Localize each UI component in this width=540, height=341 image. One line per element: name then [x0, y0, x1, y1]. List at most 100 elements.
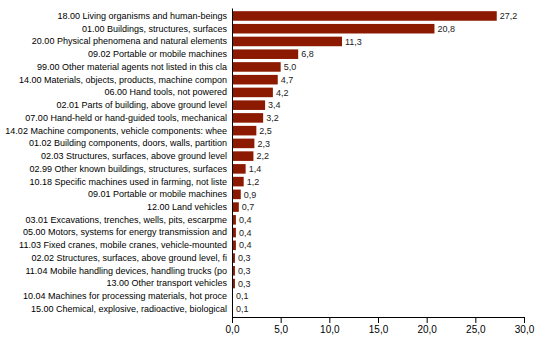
data-label: 0,1 — [236, 291, 249, 301]
y-tick-label: 01.00 Buildings, structures, surfaces — [82, 24, 228, 34]
bar — [232, 177, 244, 187]
y-tick-label: 05.00 Motors, systems for energy transmi… — [23, 227, 227, 237]
y-tick-label: 20.00 Physical phenomena and natural ele… — [32, 36, 228, 46]
x-tick-mark — [427, 317, 428, 323]
y-tick-label: 13.00 Other transport vehicles — [106, 278, 227, 288]
bar — [232, 202, 239, 212]
data-label: 0,4 — [239, 215, 252, 225]
x-tick-mark — [232, 317, 233, 323]
data-label: 2,3 — [257, 139, 270, 149]
data-label: 0,3 — [238, 253, 251, 263]
bar — [232, 126, 256, 136]
y-tick: 02.03 Structures, surfaces, above ground… — [41, 151, 232, 161]
bar — [232, 113, 263, 123]
x-tick-mark — [475, 317, 476, 323]
y-tick: 11.04 Mobile handling devices, handling … — [26, 266, 232, 276]
data-label: 3,4 — [268, 100, 281, 110]
y-axis-line — [232, 9, 233, 318]
x-axis-line — [233, 318, 525, 324]
bar — [232, 37, 342, 47]
x-tick: 10,0 — [320, 317, 340, 335]
x-axis: 0,0 5,0 10,0 15,0 20,0 25,0 30,0 — [226, 317, 535, 335]
x-tick: 25,0 — [466, 317, 486, 335]
y-tick-label: 02.02 Structures, surfaces, above ground… — [31, 253, 227, 263]
data-label: 0,4 — [239, 228, 252, 238]
data-label: 4,7 — [281, 75, 294, 85]
data-label: 0,7 — [242, 202, 255, 212]
data-label: 5,0 — [284, 62, 297, 72]
y-tick: 10.04 Machines for processing materials,… — [23, 291, 232, 301]
y-tick: 02.02 Structures, surfaces, above ground… — [31, 253, 232, 263]
x-tick-label: 5,0 — [274, 324, 288, 335]
page: {"chart_data": {"type": "bar", "orientat… — [0, 0, 540, 341]
x-tick: 0,0 — [226, 317, 240, 335]
y-tick-label: 11.03 Fixed cranes, mobile cranes, vehic… — [19, 240, 227, 250]
y-tick-label: 09.02 Portable or mobile machines — [88, 49, 228, 59]
data-label: 0,1 — [236, 304, 249, 314]
data-label: 0,3 — [238, 266, 251, 276]
chart: 0,0 5,0 10,0 15,0 20,0 25,0 30,0 18.00 Living o… — [0, 0, 540, 341]
y-tick-label: 01.02 Building components, doors, walls,… — [29, 138, 227, 148]
x-tick: 5,0 — [274, 317, 288, 335]
y-tick-label: 18.00 Living organisms and human-beings — [57, 11, 227, 21]
bar — [232, 100, 265, 110]
data-label: 3,2 — [266, 113, 279, 123]
x-tick-mark — [378, 317, 379, 323]
y-tick: 02.01 Parts of building, above ground le… — [56, 100, 232, 110]
y-tick: 09.02 Portable or mobile machines — [88, 49, 232, 59]
y-tick: 02.99 Other known buildings, structures,… — [29, 164, 232, 174]
bar — [232, 75, 278, 85]
data-labels: 27,220,811,36,85,04,74,23,43,22,52,32,21… — [236, 11, 517, 314]
y-tick: 12.00 Land vehicles — [147, 202, 232, 212]
x-tick-label: 25,0 — [466, 324, 486, 335]
y-tick-label: 07.00 Hand-held or hand-guided tools, me… — [25, 113, 227, 123]
x-tick-label: 10,0 — [320, 324, 340, 335]
bar — [232, 139, 254, 149]
y-tick: 07.00 Hand-held or hand-guided tools, me… — [25, 113, 232, 123]
y-tick-label: 09.01 Portable or mobile machines — [88, 189, 228, 199]
x-tick: 20,0 — [417, 317, 437, 335]
y-tick: 01.02 Building components, doors, walls,… — [29, 138, 232, 148]
y-tick: 13.00 Other transport vehicles — [106, 278, 232, 288]
data-label: 4,2 — [276, 88, 289, 98]
x-tick: 15,0 — [369, 317, 389, 335]
y-tick: 09.01 Portable or mobile machines — [88, 189, 232, 199]
x-tick-label: 20,0 — [417, 324, 437, 335]
x-tick-label: 0,0 — [226, 324, 240, 335]
x-tick-label: 30,0 — [515, 324, 535, 335]
bar — [232, 190, 241, 200]
y-tick-label: 11.04 Mobile handling devices, handling … — [26, 266, 227, 276]
y-tick-label: 06.00 Hand tools, not powered — [104, 87, 227, 97]
y-tick-label: 10.18 Specific machines used in farming,… — [29, 176, 227, 186]
data-label: 0,4 — [239, 240, 252, 250]
data-label: 20,8 — [437, 24, 455, 34]
y-tick: 15.00 Chemical, explosive, radioactive, … — [31, 304, 232, 314]
y-tick: 03.01 Excavations, trenches, wells, pits… — [25, 215, 232, 225]
y-tick-label: 99.00 Other material agents not listed i… — [37, 62, 227, 72]
y-tick-label: 03.01 Excavations, trenches, wells, pits… — [25, 215, 227, 225]
y-tick: 11.03 Fixed cranes, mobile cranes, vehic… — [19, 240, 232, 250]
y-tick-label: 02.99 Other known buildings, structures,… — [29, 164, 227, 174]
y-tick: 10.18 Specific machines used in farming,… — [29, 176, 232, 186]
y-tick: 01.00 Buildings, structures, surfaces — [82, 24, 232, 34]
x-tick-label: 15,0 — [369, 324, 389, 335]
bar — [232, 151, 253, 161]
data-label: 1,4 — [249, 164, 262, 174]
data-label: 27,2 — [500, 11, 518, 21]
y-axis: 18.00 Living organisms and human-beings 0… — [5, 9, 232, 318]
data-label: 1,2 — [247, 177, 260, 187]
y-tick: 99.00 Other material agents not listed i… — [37, 62, 232, 72]
y-tick: 05.00 Motors, systems for energy transmi… — [23, 227, 232, 237]
data-label: 2,2 — [256, 151, 269, 161]
x-tick: 30,0 — [515, 317, 535, 335]
y-tick-label: 02.01 Parts of building, above ground le… — [56, 100, 227, 110]
data-label: 0,9 — [244, 190, 257, 200]
y-tick: 18.00 Living organisms and human-beings — [57, 11, 232, 21]
bars — [232, 11, 497, 314]
x-tick-mark — [281, 317, 282, 323]
y-tick: 06.00 Hand tools, not powered — [104, 87, 232, 97]
data-label: 2,5 — [259, 126, 272, 136]
data-label: 11,3 — [345, 37, 362, 47]
y-tick-label: 14.02 Machine components, vehicle compon… — [5, 126, 227, 136]
bar — [232, 88, 273, 98]
